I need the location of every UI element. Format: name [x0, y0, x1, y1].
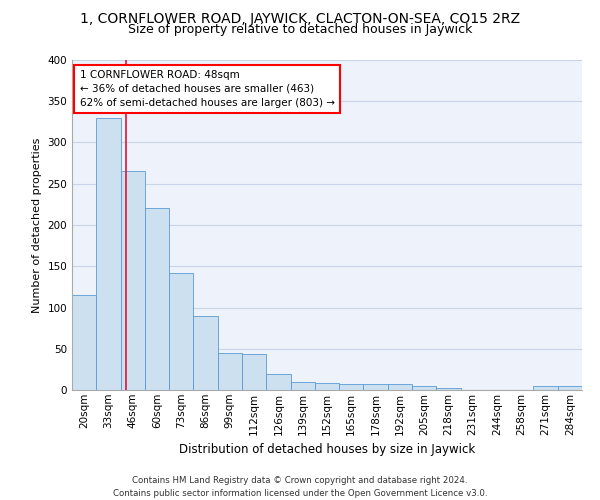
X-axis label: Distribution of detached houses by size in Jaywick: Distribution of detached houses by size …: [179, 443, 475, 456]
Bar: [121, 172, 145, 390]
Bar: [266, 374, 290, 390]
Y-axis label: Number of detached properties: Number of detached properties: [32, 138, 42, 312]
Bar: [218, 353, 242, 390]
Bar: [242, 354, 266, 390]
Bar: [558, 386, 582, 390]
Text: 1 CORNFLOWER ROAD: 48sqm
← 36% of detached houses are smaller (463)
62% of semi-: 1 CORNFLOWER ROAD: 48sqm ← 36% of detach…: [80, 70, 335, 108]
Bar: [364, 384, 388, 390]
Bar: [315, 384, 339, 390]
Bar: [193, 316, 218, 390]
Text: Size of property relative to detached houses in Jaywick: Size of property relative to detached ho…: [128, 22, 472, 36]
Bar: [290, 382, 315, 390]
Bar: [169, 273, 193, 390]
Bar: [145, 208, 169, 390]
Text: Contains HM Land Registry data © Crown copyright and database right 2024.
Contai: Contains HM Land Registry data © Crown c…: [113, 476, 487, 498]
Bar: [388, 384, 412, 390]
Bar: [412, 386, 436, 390]
Bar: [533, 386, 558, 390]
Bar: [339, 384, 364, 390]
Bar: [96, 118, 121, 390]
Text: 1, CORNFLOWER ROAD, JAYWICK, CLACTON-ON-SEA, CO15 2RZ: 1, CORNFLOWER ROAD, JAYWICK, CLACTON-ON-…: [80, 12, 520, 26]
Bar: [436, 388, 461, 390]
Bar: [72, 295, 96, 390]
